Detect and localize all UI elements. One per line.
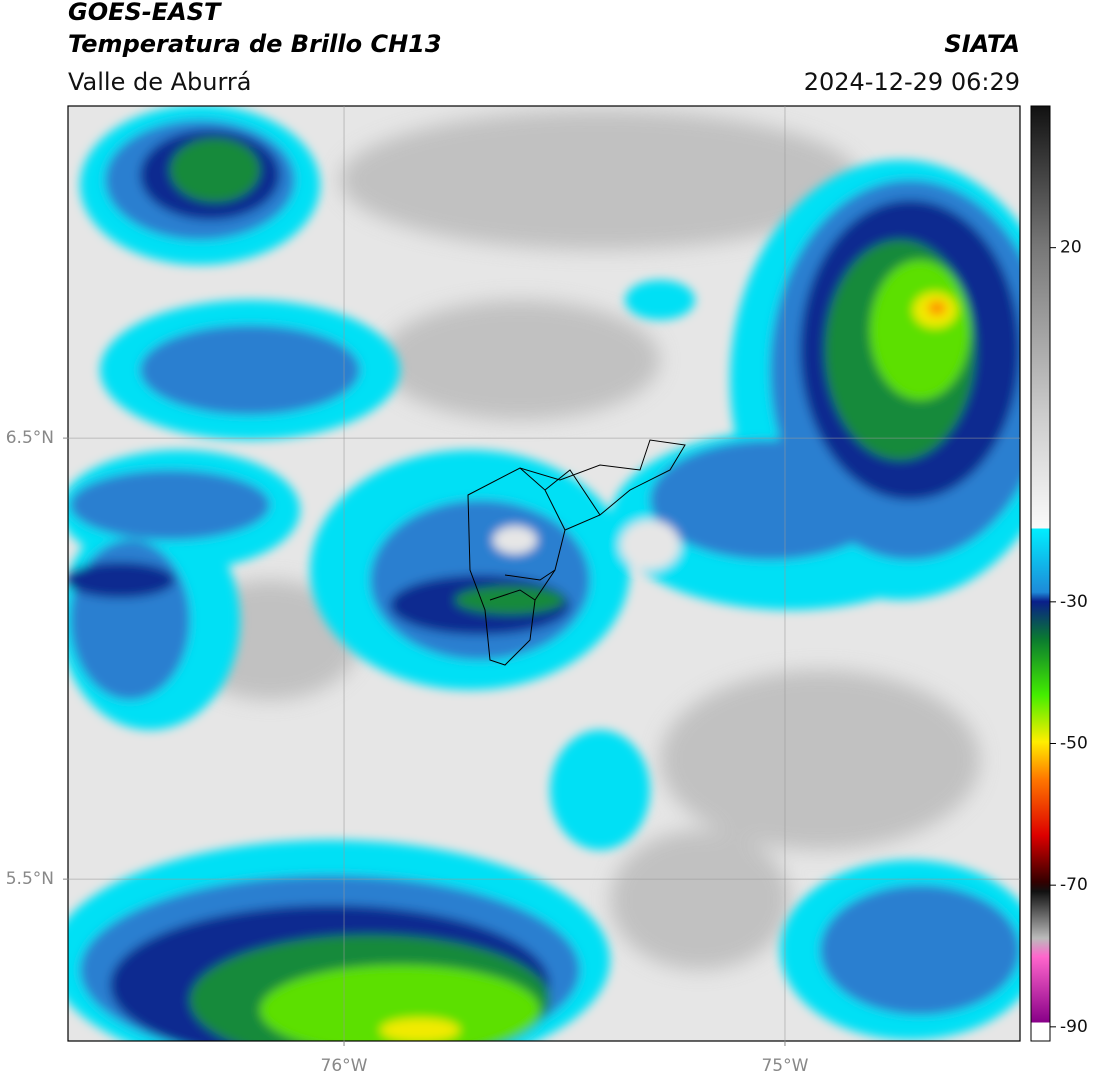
subtitle: Temperatura de Brillo CH13 [68,30,442,58]
source: SIATA [944,30,1020,58]
colorbar-tick-label: -30 [1060,592,1088,612]
region: Valle de Aburrá [68,68,252,96]
lon-tick-label: 76°W [321,1056,368,1076]
colorbar [1030,105,1051,1042]
colorbar-tick-label: -50 [1060,734,1088,754]
map-frame [67,105,1021,1042]
title: GOES-EAST [68,0,222,26]
timestamp: 2024-12-29 06:29 [804,68,1020,96]
colorbar-tick-label: -70 [1060,875,1088,895]
lat-tick-label: 6.5°N [6,428,54,448]
municipal-boundaries [467,439,686,666]
lat-tick-label: 5.5°N [6,869,54,889]
colorbar-tick-label: 20 [1060,238,1082,258]
lon-tick-label: 75°W [761,1056,808,1076]
colorbar-tick-label: -90 [1060,1017,1088,1037]
satellite-image [68,106,1020,1041]
